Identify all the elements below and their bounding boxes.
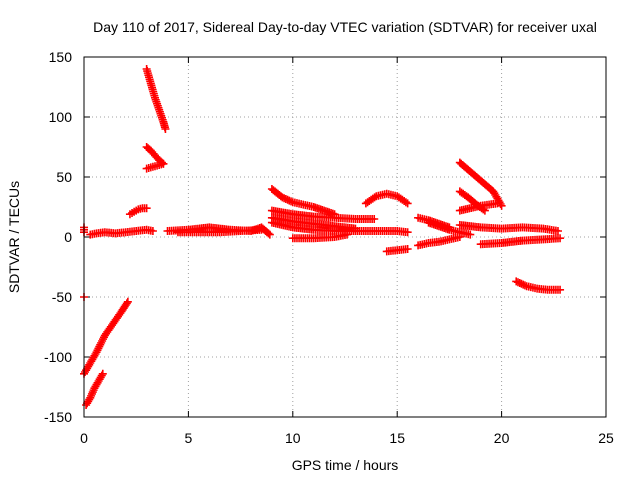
- data-point-marker: [497, 201, 506, 210]
- data-point-marker: [159, 159, 168, 168]
- data-point-marker: [403, 245, 412, 253]
- data-point-marker: [517, 279, 526, 288]
- x-tick-label: 20: [494, 430, 510, 446]
- data-point-marker: [93, 346, 102, 355]
- data-point-marker: [553, 227, 562, 235]
- data-point-marker: [556, 285, 565, 294]
- data-point-marker: [343, 230, 352, 239]
- x-tick-label: 25: [598, 430, 614, 446]
- data-point-marker: [493, 199, 502, 208]
- data-point-marker: [142, 204, 151, 213]
- x-tick-label: 10: [285, 430, 301, 446]
- data-point-marker: [148, 227, 157, 235]
- data-point-marker: [92, 348, 101, 357]
- data-point-marker: [122, 299, 131, 308]
- data-point-marker: [123, 297, 132, 306]
- data-point-marker: [98, 369, 107, 378]
- y-axis-label: SDTVAR / TECUs: [6, 181, 22, 293]
- data-point-marker: [512, 277, 521, 286]
- y-tick-label: 150: [49, 49, 73, 65]
- x-tick-label: 15: [389, 430, 405, 446]
- chart-title: Day 110 of 2017, Sidereal Day-to-day VTE…: [93, 19, 597, 35]
- data-point-marker: [95, 342, 104, 351]
- data-point-marker: [370, 193, 379, 202]
- data-point-marker: [520, 281, 529, 290]
- data-point-marker: [265, 230, 274, 239]
- y-tick-label: 100: [49, 109, 73, 125]
- y-tick-label: -50: [52, 289, 72, 305]
- data-point-marker: [403, 228, 412, 237]
- y-tick-label: -150: [44, 409, 72, 425]
- data-point-marker: [97, 371, 106, 380]
- data-point-marker: [96, 340, 105, 349]
- data-point-marker: [466, 230, 475, 239]
- axis-ticks: 0 5 10 15 20 25 -150 -100 -50 0 50 100 150: [44, 49, 614, 446]
- data-point-marker: [370, 215, 379, 223]
- data-point-marker: [401, 198, 410, 207]
- data-point-marker: [556, 234, 565, 243]
- data-point-marker: [161, 125, 170, 133]
- y-tick-label: -100: [44, 349, 72, 365]
- x-tick-label: 0: [80, 430, 88, 446]
- data-point-marker: [264, 229, 273, 238]
- x-axis-label: GPS time / hours: [292, 457, 399, 473]
- y-tick-label: 50: [56, 169, 72, 185]
- data-point-marker: [257, 225, 266, 234]
- plot-frame: [83, 56, 607, 418]
- y-tick-label: 0: [64, 229, 72, 245]
- x-tick-label: 5: [185, 430, 193, 446]
- data-point-marker: [403, 199, 412, 208]
- data-point-marker: [99, 335, 108, 344]
